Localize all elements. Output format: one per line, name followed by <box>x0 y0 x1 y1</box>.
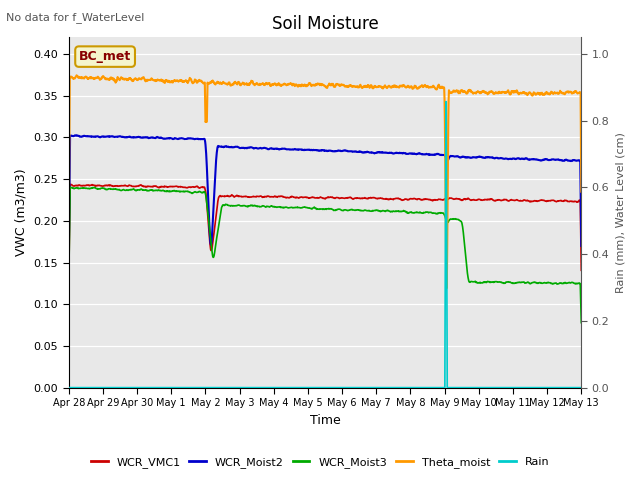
Title: Soil Moisture: Soil Moisture <box>271 15 378 33</box>
Y-axis label: Rain (mm), Water Level (cm): Rain (mm), Water Level (cm) <box>615 132 625 293</box>
X-axis label: Time: Time <box>310 414 340 427</box>
Text: BC_met: BC_met <box>79 50 131 63</box>
Text: No data for f_WaterLevel: No data for f_WaterLevel <box>6 12 145 23</box>
Legend: WCR_VMC1, WCR_Moist2, WCR_Moist3, Theta_moist, Rain: WCR_VMC1, WCR_Moist2, WCR_Moist3, Theta_… <box>86 452 554 472</box>
Y-axis label: VWC (m3/m3): VWC (m3/m3) <box>15 168 28 256</box>
